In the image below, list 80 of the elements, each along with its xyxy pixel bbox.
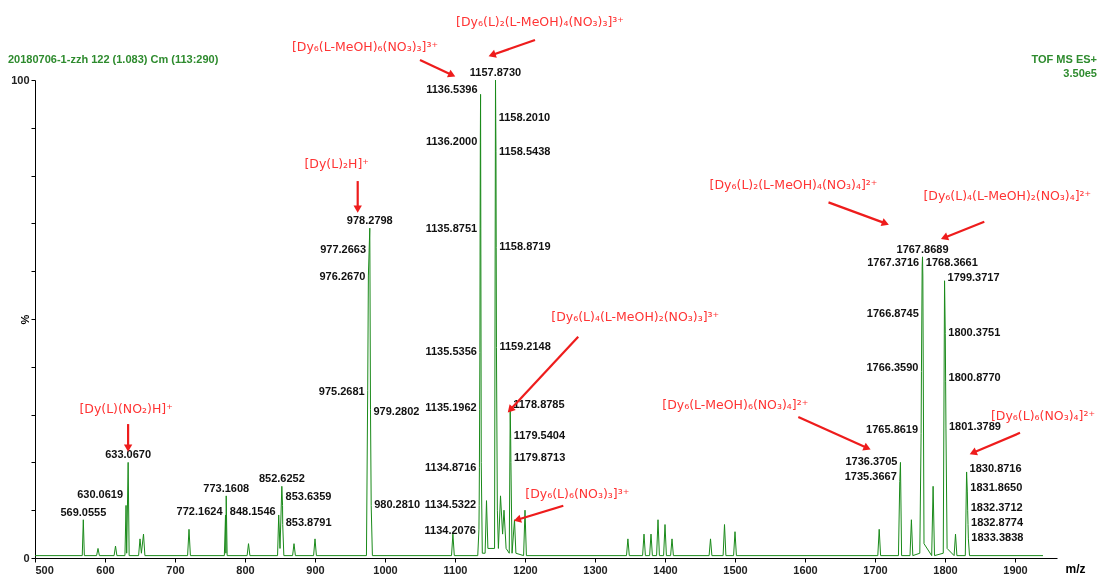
x-tick-label: 1900 [1003, 563, 1028, 576]
annotation: 1135.5356 [425, 344, 477, 357]
annotation: 852.6252 [258, 472, 305, 485]
annotation: 979.2802 [373, 405, 420, 418]
y-axis-title: % [18, 314, 31, 325]
annotation: 633.0670 [105, 448, 152, 461]
annotation: 980.2810 [374, 497, 421, 510]
annotation: 853.8791 [285, 516, 332, 529]
annotation: 1158.5438 [498, 145, 551, 158]
annotation: 1159.2148 [499, 340, 551, 353]
annotation: 1179.5404 [513, 429, 566, 442]
annotation: 1801.3789 [948, 420, 1001, 433]
annotation: [Dy₆(L)₄(L-MeOH)₂(NO₃)₃]³⁺ [551, 308, 720, 324]
annotation: 1799.3717 [947, 270, 1000, 283]
annotation: 1157.8730 [469, 66, 522, 78]
annotation: [Dy(L)₂H]⁺ [304, 156, 369, 172]
annotation: 848.1546 [229, 505, 276, 518]
x-tick-label: 1300 [583, 563, 608, 576]
annotation: 1136.5396 [426, 83, 478, 96]
text: 3.50e5 [1063, 67, 1097, 79]
annotation: 1178.8785 [513, 398, 565, 411]
annotation: [Dy₆(L)₆(NO₃)₄]²⁺ [990, 407, 1096, 423]
x-tick-label: 500 [35, 563, 54, 576]
annotation: 1766.3590 [866, 361, 919, 374]
x-tick-label: 700 [166, 563, 185, 576]
annotation: 1831.8650 [970, 481, 1023, 494]
annotation: 1765.8619 [866, 422, 919, 435]
x-tick-label: 800 [236, 563, 255, 576]
text: [Dy₆(L)₂(L-MeOH)₄(NO₃)₃]³⁺ [456, 14, 624, 29]
annotation: 1830.8716 [969, 462, 1022, 475]
annotation: 1134.2076 [424, 524, 476, 537]
annotation: 1179.8713 [513, 451, 566, 464]
y-tick-label: 0 [23, 551, 30, 564]
x-tick-label: 1600 [793, 563, 818, 576]
annotation: 1135.1962 [425, 400, 477, 413]
annotation: 1135.8751 [425, 222, 478, 235]
annotation: 772.1624 [176, 505, 224, 518]
x-tick-label: 1000 [373, 563, 398, 576]
annotation: 1800.8770 [948, 370, 1001, 383]
text: TOF MS ES+ [1031, 53, 1097, 65]
x-tick-label: 1100 [443, 563, 468, 576]
annotation: [Dy(L)(NO₂)H]⁺ [79, 401, 173, 417]
annotation: 1768.3661 [925, 256, 978, 269]
annotation: 975.2681 [318, 385, 365, 398]
text: 20180706-1-zzh 122 (1.083) Cm (113:290) [8, 53, 219, 65]
annotation: [Dy₆(L)₂(L-MeOH)₄(NO₃)₄]²⁺ [709, 177, 878, 193]
x-tick-label: 1500 [723, 563, 748, 576]
annotation: 1735.3667 [844, 470, 897, 483]
text: [Dy₆(L-MeOH)₆(NO₃)₃]³⁺ [291, 39, 439, 54]
annotation: 1832.8774 [971, 516, 1024, 529]
annotation: 1136.2000 [425, 135, 478, 148]
x-tick-label: 1800 [933, 563, 958, 576]
annotation: 978.2798 [346, 214, 393, 227]
annotation: 630.0619 [77, 487, 124, 500]
annotation: 853.6359 [285, 489, 332, 502]
annotation: 1832.3712 [970, 500, 1023, 513]
annotation: 1134.5322 [424, 497, 477, 510]
annotation: 773.1608 [203, 481, 250, 494]
annotation: 1833.3838 [971, 530, 1024, 543]
annotation: 1800.3751 [948, 325, 1001, 338]
annotation: [Dy₆(L)₆(NO₃)₃]³⁺ [525, 485, 630, 501]
annotation: 977.2663 [320, 243, 367, 256]
x-tick-label: 1400 [653, 563, 678, 576]
annotation: 569.0555 [60, 505, 107, 518]
annotation: 1158.8719 [499, 239, 551, 252]
y-tick-label: 100 [11, 73, 30, 86]
annotation: [Dy₆(L)₄(L-MeOH)₂(NO₃)₄]²⁺ [923, 187, 1092, 203]
x-tick-label: 900 [306, 563, 325, 576]
annotation: 1134.8716 [425, 461, 477, 474]
annotation: 1767.8689 [896, 242, 949, 255]
x-tick-label: 1200 [513, 563, 538, 576]
annotation: [Dy₆(L-MeOH)₆(NO₃)₄]²⁺ [662, 397, 809, 413]
x-tick-label: 600 [96, 563, 115, 576]
annotation: 1766.8745 [866, 307, 919, 320]
x-tick-label: 1700 [863, 563, 888, 576]
annotation: 1158.2010 [498, 110, 551, 123]
annotation: 1736.3705 [845, 455, 898, 468]
x-axis-title: m/z [1065, 561, 1086, 576]
annotation: 1767.3716 [867, 256, 920, 269]
annotation: 976.2670 [319, 269, 366, 282]
